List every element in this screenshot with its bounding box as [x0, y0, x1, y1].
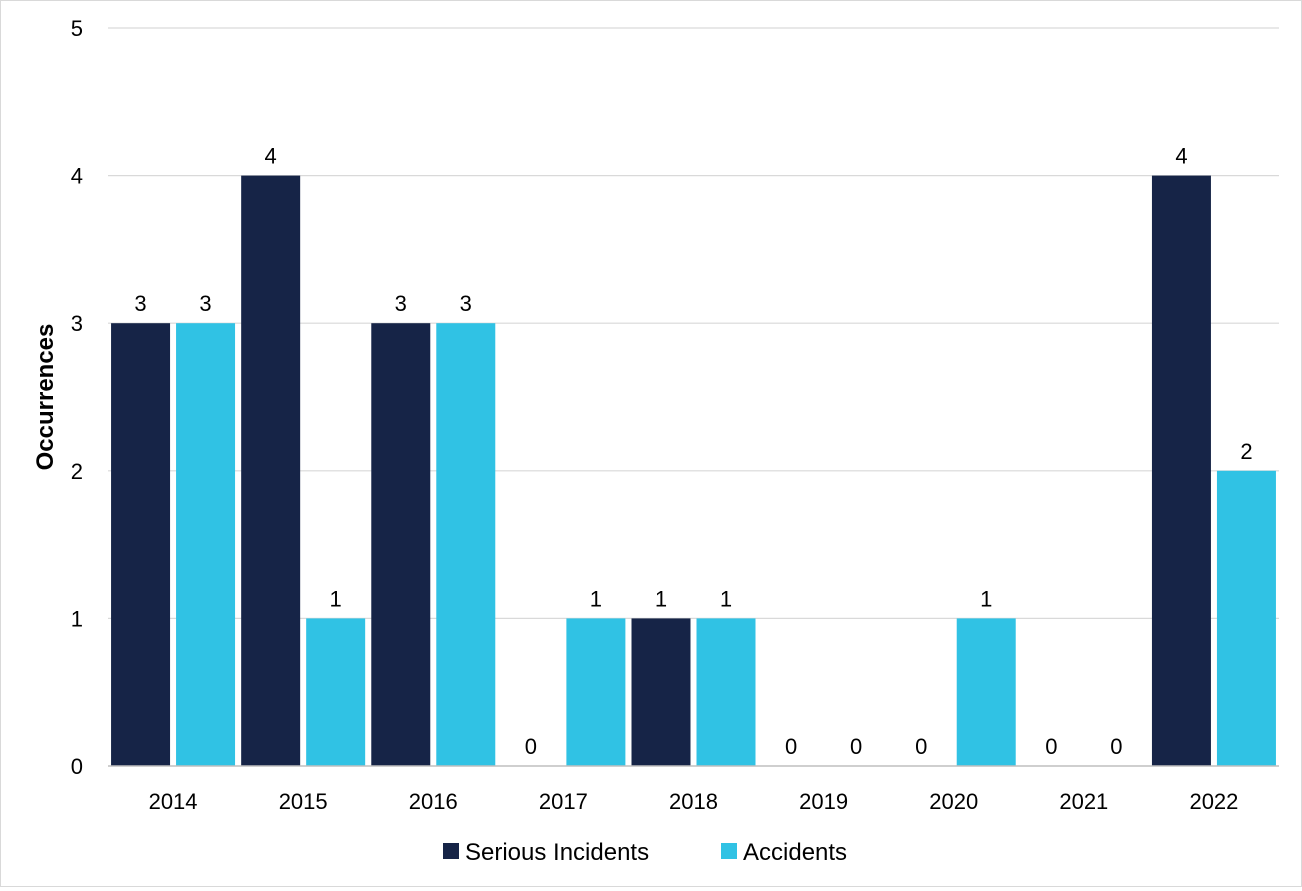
x-tick-label: 2017	[539, 789, 588, 814]
y-axis-title: Occurrences	[32, 324, 59, 471]
data-label-serious-incidents-2014: 3	[134, 291, 146, 316]
legend-label-serious-incidents: Serious Incidents	[465, 839, 649, 866]
gridlines	[108, 27, 1279, 620]
data-label-accidents-2021: 0	[1110, 734, 1122, 759]
data-label-serious-incidents-2022: 4	[1175, 144, 1187, 169]
bar-serious-incidents-2015	[241, 175, 301, 767]
legend: Serious Incidents Accidents	[443, 839, 847, 866]
bar-accidents-2014	[176, 323, 236, 766]
bar-serious-incidents-2018	[631, 618, 691, 766]
data-label-accidents-2017: 1	[590, 586, 602, 611]
data-label-serious-incidents-2017: 0	[525, 734, 537, 759]
data-label-serious-incidents-2016: 3	[395, 291, 407, 316]
bar-accidents-2018	[696, 618, 756, 766]
legend-swatch-serious-incidents	[443, 843, 459, 859]
bar-serious-incidents-2022	[1151, 175, 1211, 767]
bars	[111, 175, 1276, 767]
x-tick-label: 2014	[149, 789, 198, 814]
bar-serious-incidents-2016	[371, 323, 431, 766]
y-tick-label: 0	[71, 754, 83, 779]
x-tick-label: 2015	[279, 789, 328, 814]
x-tick-label: 2018	[669, 789, 718, 814]
data-label-accidents-2020: 1	[980, 586, 992, 611]
y-tick-label: 3	[71, 311, 83, 336]
data-label-accidents-2022: 2	[1240, 439, 1252, 464]
x-tick-label: 2019	[799, 789, 848, 814]
x-tick-label: 2016	[409, 789, 458, 814]
bar-accidents-2017	[566, 618, 626, 766]
y-tick-label: 4	[71, 164, 83, 189]
bar-accidents-2016	[436, 323, 496, 766]
data-label-serious-incidents-2018: 1	[655, 586, 667, 611]
x-tick-label: 2020	[929, 789, 978, 814]
bar-accidents-2020	[956, 618, 1016, 766]
data-label-accidents-2019: 0	[850, 734, 862, 759]
x-tick-label: 2022	[1189, 789, 1238, 814]
y-tick-label: 1	[71, 606, 83, 631]
data-labels: 3 3 4 1 3 3 0 1 1 1 0 0 0 1 0 0 4 2	[134, 144, 1252, 759]
bar-serious-incidents-2014	[111, 323, 171, 766]
data-label-accidents-2015: 1	[330, 586, 342, 611]
data-label-serious-incidents-2020: 0	[915, 734, 927, 759]
bar-accidents-2015	[306, 618, 366, 766]
data-label-serious-incidents-2015: 4	[265, 144, 277, 169]
bar-accidents-2022	[1216, 470, 1276, 766]
data-label-accidents-2018: 1	[720, 586, 732, 611]
x-tick-label: 2021	[1059, 789, 1108, 814]
y-tick-label: 5	[71, 16, 83, 41]
data-label-accidents-2014: 3	[199, 291, 211, 316]
y-tick-label: 2	[71, 459, 83, 484]
data-label-accidents-2016: 3	[460, 291, 472, 316]
x-axis-ticks: 2014 2015 2016 2017 2018 2019 2020 2021 2022	[149, 789, 1239, 814]
legend-label-accidents: Accidents	[743, 839, 847, 866]
data-label-serious-incidents-2019: 0	[785, 734, 797, 759]
data-label-serious-incidents-2021: 0	[1045, 734, 1057, 759]
y-axis-ticks: 0 1 2 3 4 5	[71, 16, 83, 779]
legend-swatch-accidents	[721, 843, 737, 859]
